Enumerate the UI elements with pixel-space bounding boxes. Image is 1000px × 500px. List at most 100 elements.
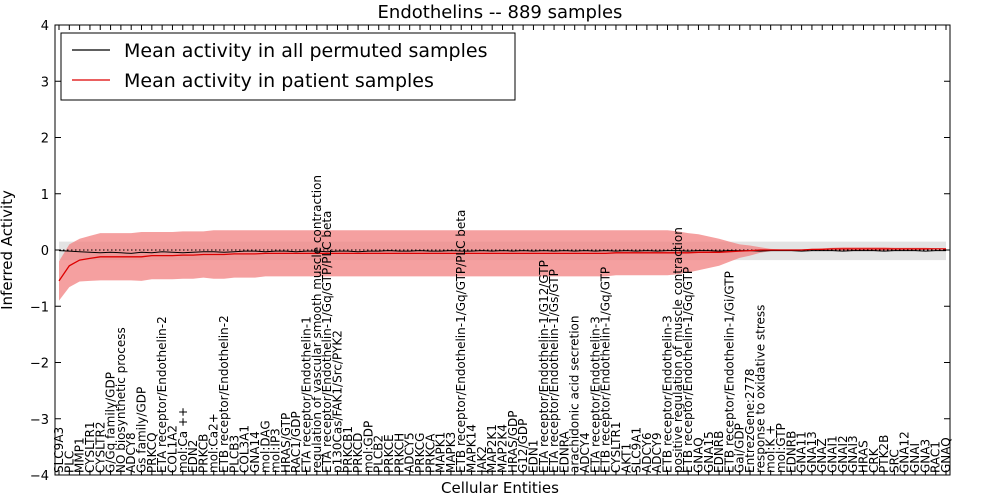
x-category-label: G/Gq family/GDP xyxy=(104,372,118,473)
x-category-label: ADCY8 xyxy=(124,432,138,473)
series-lines xyxy=(58,248,946,282)
x-category-label: PLC xyxy=(62,451,76,473)
x-category-label: mol:K + xyxy=(764,425,778,473)
x-category-label: GNA3 xyxy=(918,439,932,473)
x-category-label: ADCY4 xyxy=(578,432,592,473)
x-category-label: ADCY6 xyxy=(640,432,654,473)
x-category-label: MAPK1 xyxy=(434,432,448,473)
x-axis-label: Cellular Entities xyxy=(441,479,559,497)
x-category-label: ETB receptor/Endothelin-1/Gq/GTP xyxy=(681,267,695,473)
y-tick-label: −1 xyxy=(30,300,49,315)
x-category-label: CYSLTR2 xyxy=(93,422,107,473)
x-category-label: CRK xyxy=(867,447,881,473)
y-axis-ticks: −4 −3 −2 −1 0 1 2 3 4 xyxy=(30,19,950,484)
legend-label-permuted: Mean activity in all permuted samples xyxy=(124,40,487,62)
y-tick-label: −4 xyxy=(30,469,49,484)
x-category-label: COL3A1 xyxy=(238,425,252,473)
x-category-label: mol:IP3 xyxy=(269,428,283,473)
series-line-patient xyxy=(58,248,946,282)
x-category-label: ETA receptor/Endothelin-1/Gs/GTP xyxy=(547,269,561,473)
x-category-label: HRAS xyxy=(857,440,871,473)
x-category-label: ETB receptor/Endothelin-1/Gq/GTP/PLC bet… xyxy=(454,210,468,473)
x-category-label: SLC9A1 xyxy=(630,427,644,473)
x-category-label: mol:GTP xyxy=(774,423,788,473)
x-category-label: EDN2 xyxy=(186,440,200,473)
x-category-label: response to oxidative stress xyxy=(753,305,767,473)
x-category-label: EntrezGene:2778 xyxy=(743,369,757,474)
y-tick-label: 2 xyxy=(41,132,49,147)
legend-label-patient: Mean activity in patient samples xyxy=(124,70,434,92)
x-category-label: GNAI1 xyxy=(826,435,840,473)
x-category-label: PRKCB1 xyxy=(341,426,355,473)
x-category-label: mol:Ca2+ xyxy=(207,413,221,473)
x-category-label: regulation of vascular smooth muscle con… xyxy=(310,175,324,473)
x-category-label: GNAI2 xyxy=(836,435,850,473)
x-category-label: CYSLTR1 xyxy=(609,422,623,473)
x-category-label: PLCB3 xyxy=(227,435,241,473)
x-category-label: ETB receptor/Endothelin-1/Gi/GTP xyxy=(722,271,736,473)
y-tick-label: 4 xyxy=(41,19,49,34)
x-category-label: EDNRB xyxy=(784,431,798,473)
x-category-label: PLCB2 xyxy=(372,435,386,473)
x-category-label: PRKCG xyxy=(413,433,427,473)
x-category-label: PRKCB xyxy=(196,434,210,473)
y-tick-label: −2 xyxy=(30,357,49,372)
x-category-label: ETA receptor/Endothelin-1/Gq/GTP/PLC bet… xyxy=(320,211,334,473)
legend: Mean activity in all permuted samples Me… xyxy=(60,32,516,101)
x-category-label: GNA15 xyxy=(702,431,716,473)
x-category-label: ETB receptor/Endothelin-1/Gq/GTP xyxy=(599,267,613,473)
x-category-label: arachidonic acid secretion xyxy=(568,316,582,473)
x-category-label: PRKCE xyxy=(382,434,396,473)
x-category-label: ETA receptor/Endothelin-1/G12/GTP xyxy=(537,260,551,473)
x-category-label: ETA receptor/Endothelin-1 xyxy=(300,316,314,473)
x-category-label: GNAI3 xyxy=(846,435,860,473)
x-category-label: PRKCH xyxy=(392,433,406,473)
x-category-label: GNA14 xyxy=(248,431,262,473)
x-category-label: MMP1 xyxy=(73,437,87,473)
y-tick-label: 0 xyxy=(41,244,49,259)
series-line-permuted xyxy=(58,250,946,254)
x-category-label: HRAS/GTP xyxy=(279,413,293,473)
y-tick-label: 1 xyxy=(41,188,49,203)
x-category-label: PRKCA xyxy=(423,433,437,473)
x-category-label: ETB receptor/Endothelin-3 xyxy=(661,315,675,473)
x-category-label: ADCY9 xyxy=(650,432,664,473)
x-category-label: Gs family/GDP xyxy=(135,387,149,473)
x-category-label: GNA12 xyxy=(898,431,912,473)
x-category-label: GNAZ xyxy=(815,438,829,473)
chart-title: Endothelins -- 889 samples xyxy=(378,2,623,23)
y-tick-label: 3 xyxy=(41,75,49,90)
x-category-label: PRKCQ xyxy=(145,432,159,473)
x-category-label: AKT1 xyxy=(619,443,633,473)
plot-frame xyxy=(54,24,951,476)
x-category-label: RAC1/GDP xyxy=(289,411,303,473)
x-category-label: SRC xyxy=(887,449,901,473)
band-patient xyxy=(59,230,946,301)
x-category-label: GNA13 xyxy=(805,431,819,473)
x-category-label: mol:GDP xyxy=(361,421,375,473)
x-category-label: GNAI xyxy=(908,443,922,473)
x-category-label: ADCY5 xyxy=(403,432,417,473)
confidence-bands xyxy=(59,230,946,301)
x-category-label: COL1A2 xyxy=(166,425,180,473)
x-category-label: MAPK14 xyxy=(465,424,479,473)
x-category-label: MAP2K4 xyxy=(496,424,510,473)
x-category-label: MAPK3 xyxy=(444,432,458,473)
x-category-label: EDNRA xyxy=(557,430,571,473)
x-category-label: ETA receptor/Endothelin-3 xyxy=(588,316,602,473)
x-category-label: CYSLTR1 xyxy=(83,422,97,473)
x-category-label: p130Cas/FAK1/Src/PYK2 xyxy=(331,330,345,473)
x-category-label: G12/GDP xyxy=(516,419,530,473)
x-category-label: GNAQ xyxy=(939,437,953,473)
x-category-label: mol:DAG xyxy=(258,420,272,473)
x-category-label: RAC1 xyxy=(929,441,943,473)
x-category-label: HRAS/GDP xyxy=(506,410,520,473)
x-category-label: ETB receptor/Endothelin-2 xyxy=(217,315,231,473)
x-category-label: EDNRB xyxy=(712,431,726,473)
x-category-label: ETA receptor/Endothelin-2 xyxy=(155,316,169,473)
x-category-label: JAK2 xyxy=(475,446,489,474)
x-category-label: GNAQ xyxy=(692,437,706,473)
x-category-label: GNA11 xyxy=(795,431,809,473)
